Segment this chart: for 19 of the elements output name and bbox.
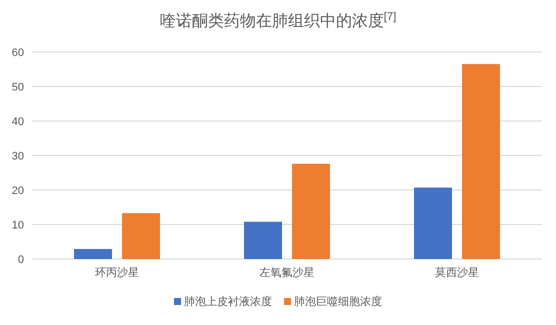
y-tick-label: 0 [18,254,24,266]
y-tick-label: 30 [12,150,24,162]
bar [244,222,282,259]
chart-title: 喹诺酮类药物在肺组织中的浓度$^{[7]}$ [160,11,396,30]
y-tick-label: 10 [12,220,24,232]
bar [292,164,330,259]
bar [74,248,112,259]
bar [122,213,160,259]
y-tick-label: 60 [12,47,24,59]
x-tick-label: 莫西沙星 [435,266,479,279]
y-tick-label: 20 [12,185,24,197]
y-tick-label: 50 [12,82,24,94]
legend-label: 肺泡巨噬细胞浓度 [294,295,382,308]
x-tick-label: 环丙沙星 [95,266,139,279]
x-tick-label: 左氧氟沙星 [260,266,314,279]
bar [462,64,500,259]
y-tick-label: 40 [12,116,24,128]
legend-label: 肺泡上皮衬液浓度 [184,295,272,308]
bar [414,188,452,259]
